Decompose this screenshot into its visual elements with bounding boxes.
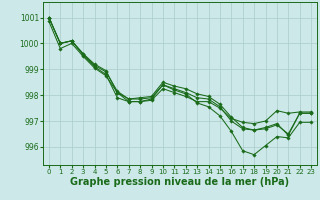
X-axis label: Graphe pression niveau de la mer (hPa): Graphe pression niveau de la mer (hPa): [70, 177, 290, 187]
